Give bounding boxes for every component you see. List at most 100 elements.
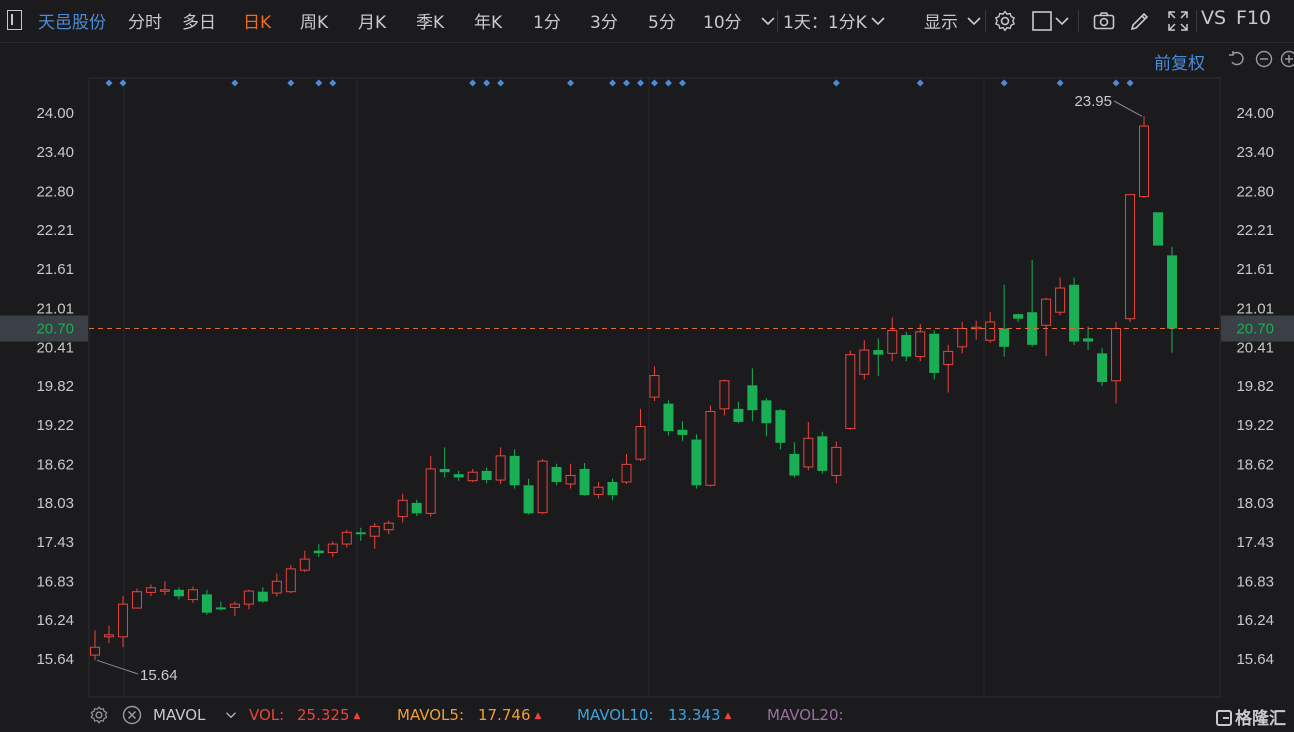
sidebar-toggle-icon[interactable] xyxy=(7,10,22,30)
event-marker-icon xyxy=(832,79,840,87)
more-periods-chevron-icon[interactable] xyxy=(756,9,780,33)
candle-body-down xyxy=(873,350,884,355)
tab-quarterly-k[interactable]: 季K xyxy=(416,13,445,33)
y-tick-label-left: 21.61 xyxy=(36,261,74,278)
y-tick-label-right: 18.62 xyxy=(1236,456,1274,473)
candle-body-down xyxy=(1153,212,1164,246)
event-marker-icon xyxy=(469,79,477,87)
vs-compare-button[interactable]: VS xyxy=(1201,7,1227,29)
candle-body-up xyxy=(467,471,478,482)
tab-duori[interactable]: 多日 xyxy=(182,13,216,33)
pencil-draw-icon[interactable] xyxy=(1128,9,1152,33)
up-arrow-icon: ▲ xyxy=(353,711,361,721)
event-marker-icon xyxy=(119,79,127,87)
candle-body-up xyxy=(495,455,506,481)
event-marker-icon xyxy=(1056,79,1064,87)
candle-body-up xyxy=(285,568,296,593)
display-menu[interactable]: 显示 xyxy=(924,13,958,33)
y-tick-label-right: 16.24 xyxy=(1236,612,1274,629)
toolbar: 天邑股份 分时 多日 日K 周K 月K 季K 年K 1分 3分 5分 10分 1… xyxy=(0,0,1294,43)
zoom-in-icon[interactable] xyxy=(1280,50,1294,68)
candle-body-up xyxy=(187,589,198,601)
event-marker-icon xyxy=(678,79,686,87)
event-marker-icon xyxy=(1112,79,1120,87)
settings-gear-icon[interactable] xyxy=(993,9,1017,33)
tab-daily-k[interactable]: 日K xyxy=(243,13,272,33)
indicator-bar: MAVOL VOL: 25.325 ▲ MAVOL5: 17.746 ▲ MAVOL… xyxy=(0,698,1294,732)
event-marker-icon xyxy=(483,79,491,87)
candle-body-down xyxy=(733,408,744,422)
tab-yearly-k[interactable]: 年K xyxy=(474,13,503,33)
indicator-chevron-icon[interactable] xyxy=(222,706,240,724)
candle-body-down xyxy=(901,335,912,357)
candle-body-down xyxy=(481,470,492,481)
event-marker-icon xyxy=(287,79,295,87)
vol-value: 25.325 ▲ xyxy=(297,706,361,724)
tab-monthly-k[interactable]: 月K xyxy=(358,13,387,33)
candle-body-up xyxy=(243,590,254,605)
min-price-label: 15.64 xyxy=(140,667,178,684)
candle-body-up xyxy=(117,603,128,638)
price-tag-left-bg xyxy=(0,315,88,342)
candle-body-down xyxy=(551,466,562,483)
multi-period-chevron-icon[interactable] xyxy=(866,9,890,33)
candle-body-down xyxy=(439,468,450,473)
candle-body-down xyxy=(257,591,268,602)
candle-body-up xyxy=(103,634,114,638)
event-marker-icon xyxy=(105,79,113,87)
y-tick-label-right: 17.43 xyxy=(1236,534,1274,551)
candle-body-down xyxy=(453,474,464,478)
toolbar-divider xyxy=(1078,10,1079,32)
candle-body-up xyxy=(985,321,996,341)
candle-body-down xyxy=(1083,338,1094,342)
candle-body-up xyxy=(845,354,856,429)
indicator-name[interactable]: MAVOL xyxy=(153,706,206,724)
candle-body-down xyxy=(173,589,184,597)
candle-body-down xyxy=(1013,314,1024,319)
indicator-settings-gear-icon[interactable] xyxy=(89,705,109,725)
event-marker-icon xyxy=(231,79,239,87)
y-tick-label-left: 23.40 xyxy=(36,144,74,161)
event-marker-icon xyxy=(1000,79,1008,87)
candle-body-down xyxy=(1097,353,1108,383)
candle-body-down xyxy=(607,482,618,496)
brand-logo: 格隆汇 xyxy=(1216,704,1286,729)
up-arrow-icon: ▲ xyxy=(534,711,542,721)
checkbox-chevron-icon[interactable] xyxy=(1050,9,1074,33)
candle-body-up xyxy=(159,589,170,592)
event-marker-icon xyxy=(329,79,337,87)
toolbar-divider xyxy=(777,10,778,32)
candle-body-down xyxy=(411,502,422,514)
tab-fenshi[interactable]: 分时 xyxy=(128,13,162,33)
tab-3min[interactable]: 3分 xyxy=(590,13,618,33)
display-chevron-icon[interactable] xyxy=(962,9,986,33)
candle-body-up xyxy=(635,425,646,460)
y-tick-label-left: 19.22 xyxy=(36,417,74,434)
y-tick-label-right: 22.21 xyxy=(1236,222,1274,239)
multi-period-select[interactable]: 1天：1分K xyxy=(783,13,867,33)
candle-body-down xyxy=(691,439,702,486)
indicator-close-icon[interactable] xyxy=(122,705,142,725)
price-tag-left: 20.70 xyxy=(36,321,74,338)
tab-weekly-k[interactable]: 周K xyxy=(300,13,329,33)
stock-name[interactable]: 天邑股份 xyxy=(38,13,106,33)
candle-body-down xyxy=(1069,284,1080,342)
adjust-mode-button[interactable]: 前复权 xyxy=(1154,54,1205,74)
y-tick-label-left: 22.80 xyxy=(36,183,74,200)
fullscreen-icon[interactable] xyxy=(1166,9,1190,33)
candle-body-down xyxy=(761,400,772,424)
camera-icon[interactable] xyxy=(1092,9,1116,33)
event-marker-icon xyxy=(567,79,575,87)
tab-10min[interactable]: 10分 xyxy=(703,13,742,33)
candle-body-up xyxy=(971,326,982,330)
tab-5min[interactable]: 5分 xyxy=(648,13,676,33)
undo-icon[interactable] xyxy=(1228,50,1246,68)
square-checkbox-icon[interactable] xyxy=(1030,9,1054,33)
candle-body-up xyxy=(831,446,842,476)
candle-body-up xyxy=(369,525,380,537)
tab-1min[interactable]: 1分 xyxy=(533,13,561,33)
f10-button[interactable]: F10 xyxy=(1236,7,1272,29)
y-tick-label-left: 18.62 xyxy=(36,456,74,473)
zoom-out-icon[interactable] xyxy=(1255,50,1273,68)
